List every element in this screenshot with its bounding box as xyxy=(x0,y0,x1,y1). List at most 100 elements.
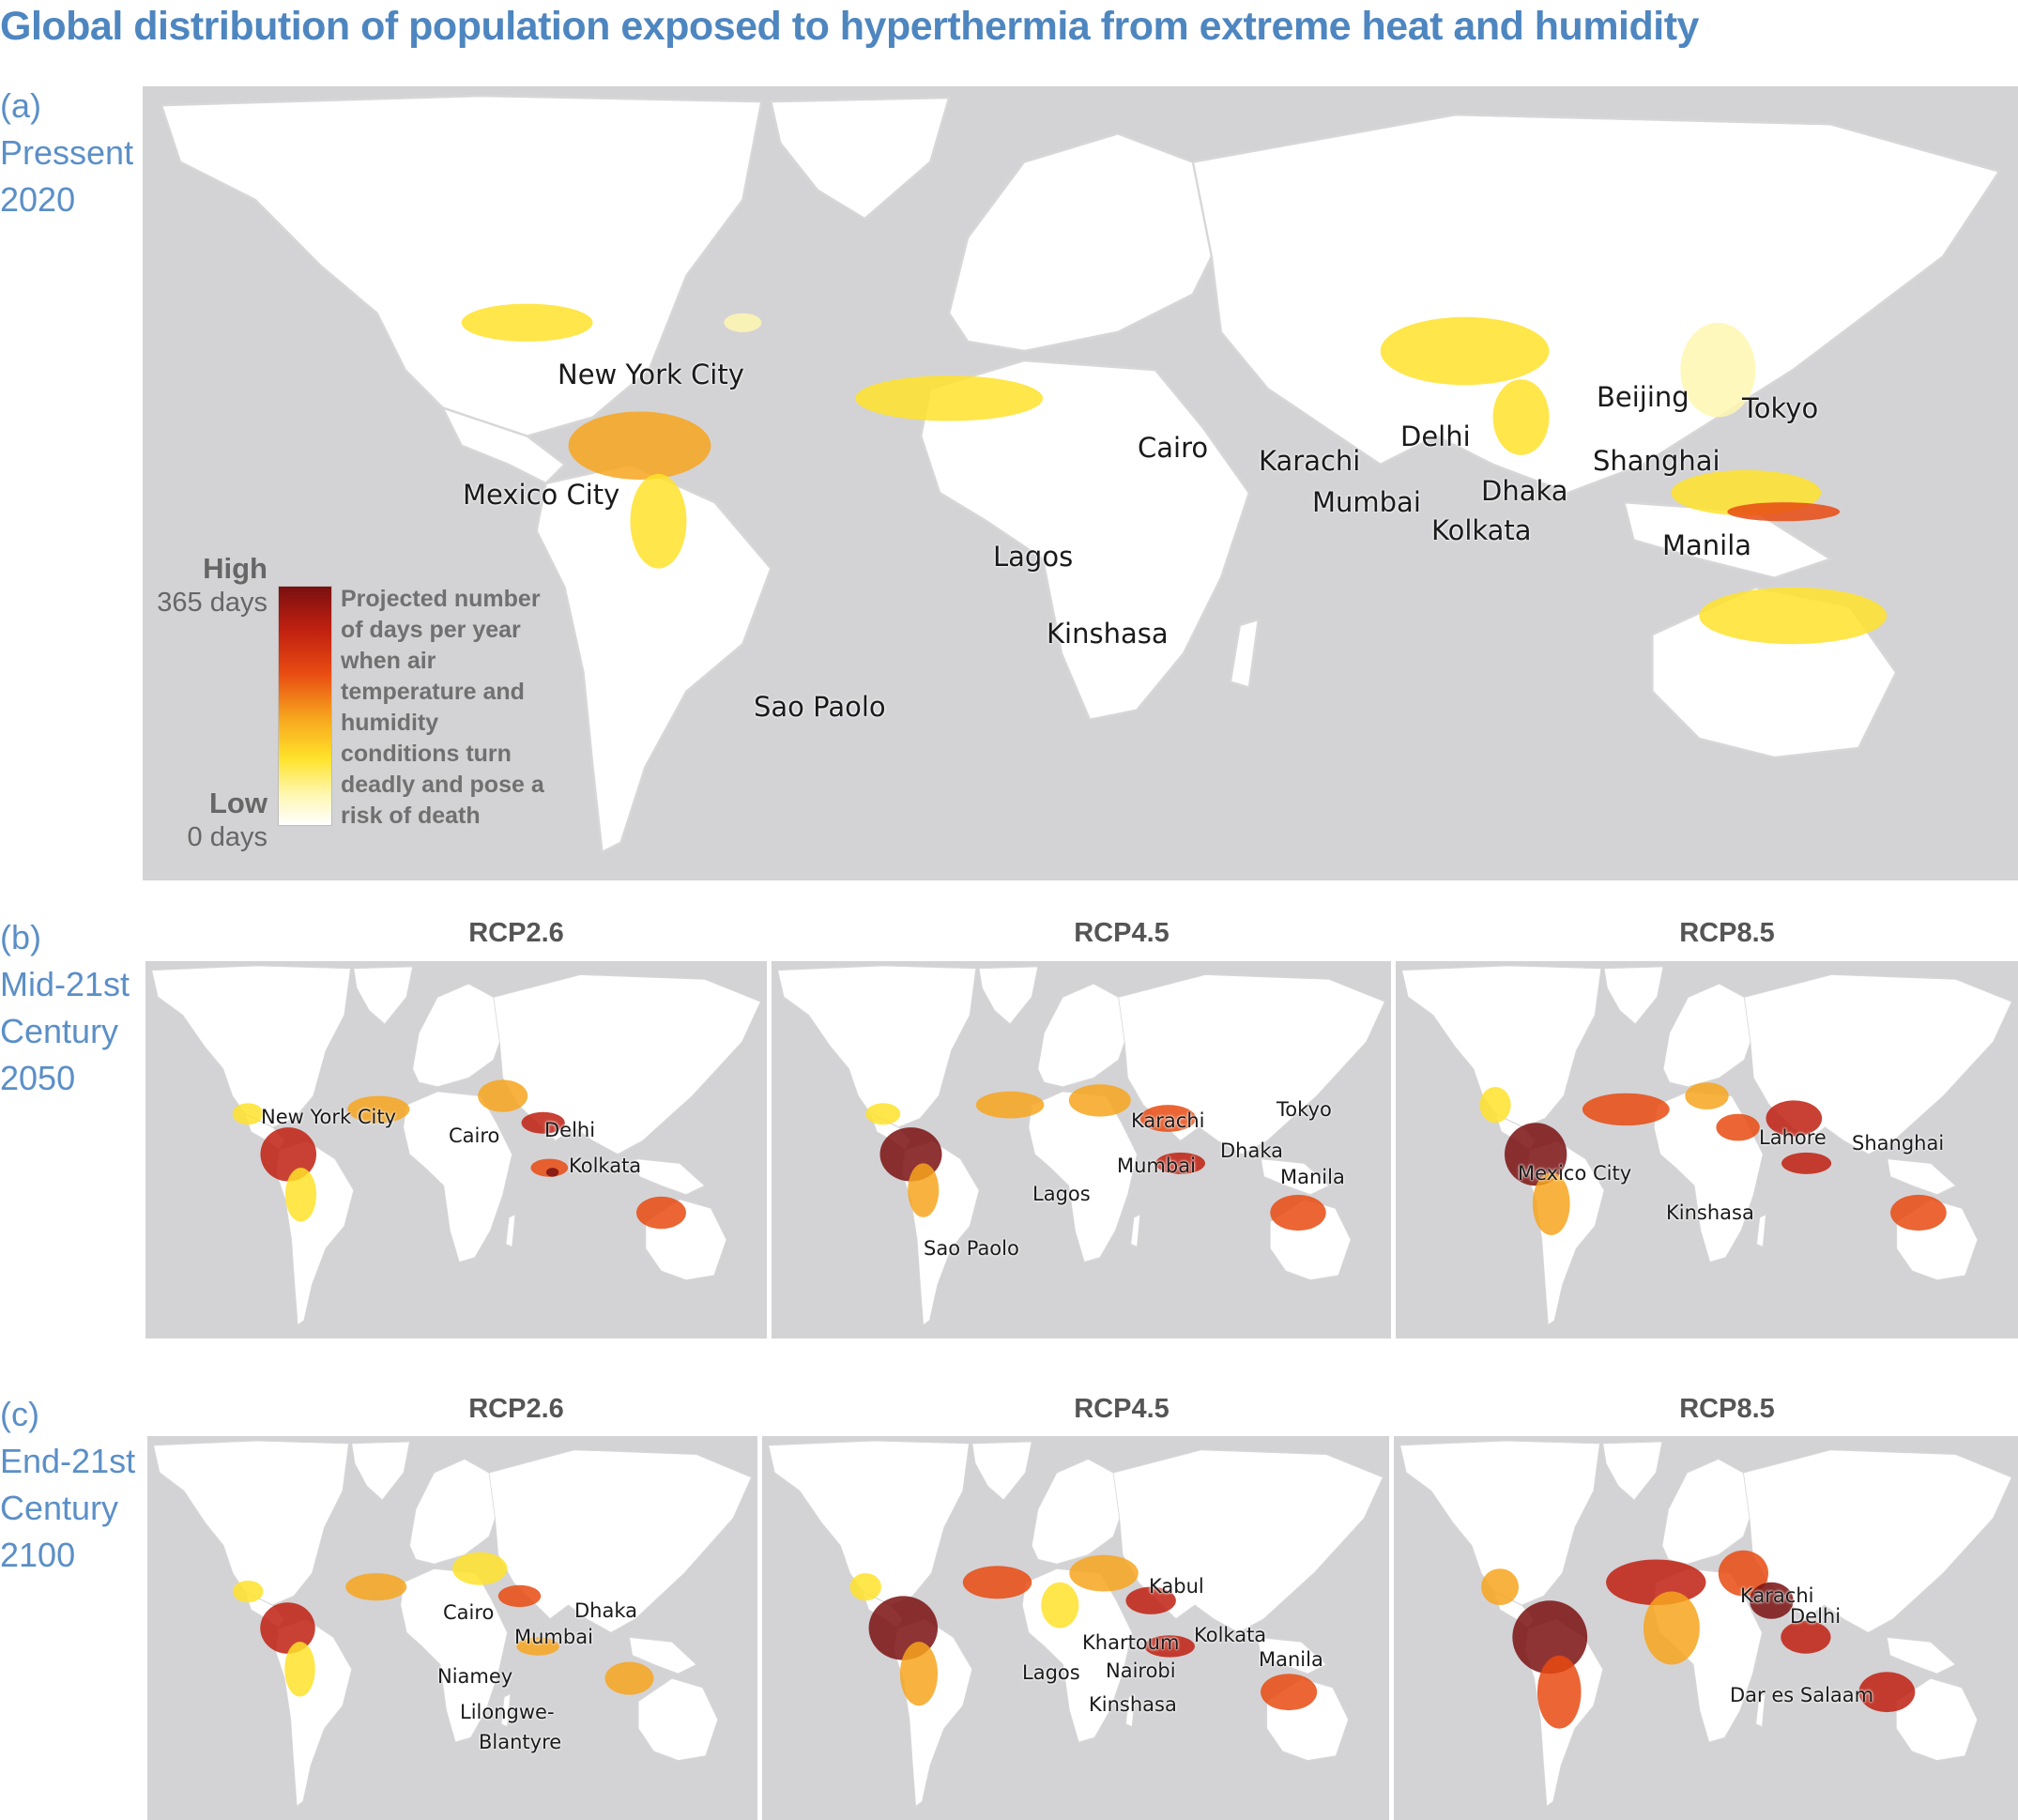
land-se-asia-islands xyxy=(1887,1157,1957,1196)
heat-zone xyxy=(478,1079,528,1112)
heat-zone xyxy=(1858,1672,1916,1713)
land-north-america xyxy=(151,965,351,1128)
city-label: Tokyo xyxy=(1277,1098,1332,1121)
heat-zone xyxy=(1261,1674,1318,1711)
heat-zone xyxy=(1505,1123,1567,1186)
city-label: Sao Paolo xyxy=(924,1237,1019,1260)
city-label: Mumbai xyxy=(1117,1155,1196,1177)
map-panel-c-rcp85 xyxy=(1394,1436,2018,1820)
city-label: Kinshasa xyxy=(1047,618,1169,650)
city-label: Nairobi xyxy=(1106,1659,1176,1682)
land-asia xyxy=(488,1449,753,1633)
land-australia xyxy=(637,1677,719,1762)
world-map-b3 xyxy=(1401,965,2013,1326)
city-label: Kolkata xyxy=(569,1155,642,1177)
land-madagascar xyxy=(1755,1692,1766,1728)
city-label: Shanghai xyxy=(1593,445,1720,477)
land-europe xyxy=(947,132,1223,353)
city-label: New York City xyxy=(558,359,744,390)
map-panel-b-rcp26 xyxy=(145,961,767,1338)
heat-zone xyxy=(865,1103,901,1125)
land-europe xyxy=(1037,983,1128,1088)
city-label: Cairo xyxy=(1138,432,1209,464)
heat-zone xyxy=(1750,1582,1794,1619)
legend-description: Projected number of days per year when a… xyxy=(341,586,544,829)
land-se-asia-islands xyxy=(1260,1157,1330,1196)
heat-zone xyxy=(521,1111,565,1134)
map-panel-b-rcp85 xyxy=(1396,961,2018,1338)
world-map-b1 xyxy=(151,965,762,1326)
row-label-b: (b) Mid-21st Century 2050 xyxy=(0,914,130,1102)
city-label: New York City xyxy=(261,1106,396,1128)
heat-zone xyxy=(1680,322,1756,418)
heat-zone xyxy=(908,1163,940,1217)
city-label: Lahore xyxy=(1759,1126,1827,1149)
heat-zone xyxy=(1139,1105,1197,1132)
city-label: Kinshasa xyxy=(1089,1693,1177,1716)
heat-zone xyxy=(1125,1586,1176,1614)
heat-zone xyxy=(1718,1550,1768,1597)
city-label: Lagos xyxy=(1032,1183,1091,1205)
city-label: Delhi xyxy=(544,1119,596,1141)
heat-zone xyxy=(1766,1100,1823,1137)
land-asia xyxy=(1191,114,2001,495)
heat-zone xyxy=(1716,1113,1760,1141)
heat-zone xyxy=(1643,1591,1700,1665)
city-label: Manila xyxy=(1280,1166,1345,1188)
land-madagascar xyxy=(500,1692,512,1728)
heat-zone xyxy=(284,1168,317,1222)
heat-zone xyxy=(260,1602,315,1654)
scenario-header-b-rcp45: RCP4.5 xyxy=(1074,918,1170,948)
city-label: Manila xyxy=(1259,1648,1323,1671)
city-label: Kabul xyxy=(1149,1575,1204,1598)
row-b-letter: (b) xyxy=(0,918,41,956)
city-label: Mexico City xyxy=(463,479,620,511)
land-greenland xyxy=(1603,966,1664,1025)
city-label: Beijing xyxy=(1597,381,1689,413)
row-c-period-2: Century xyxy=(0,1489,119,1527)
scenario-header-b-rcp85: RCP8.5 xyxy=(1679,918,1775,948)
city-label: Lagos xyxy=(1022,1661,1080,1684)
city-label: Lilongwe- xyxy=(460,1701,555,1723)
heat-zone xyxy=(497,1584,542,1608)
heat-zone xyxy=(1069,1554,1139,1592)
heat-zone xyxy=(1380,316,1550,386)
heat-zone xyxy=(347,1095,410,1124)
heat-zone xyxy=(1781,1152,1832,1174)
heat-zone xyxy=(1532,1171,1570,1235)
map-panel-c-rcp45 xyxy=(762,1436,1389,1820)
land-europe xyxy=(412,983,504,1088)
heat-zone xyxy=(545,1168,559,1177)
heat-zone xyxy=(962,1566,1032,1599)
land-africa xyxy=(919,359,1251,722)
heat-zone xyxy=(1068,1084,1131,1117)
city-label: Delhi xyxy=(1400,421,1471,452)
row-a-letter: (a) xyxy=(0,86,41,125)
city-label: Mumbai xyxy=(514,1626,593,1648)
heat-zone xyxy=(260,1127,317,1182)
land-europe xyxy=(1661,1458,1753,1565)
world-map-b2 xyxy=(777,965,1386,1326)
heat-zone xyxy=(1041,1582,1079,1629)
map-panel-c-rcp26 xyxy=(147,1436,757,1820)
city-label: Niamey xyxy=(437,1665,513,1688)
row-b-period: Mid-21st xyxy=(0,965,130,1003)
heat-zone xyxy=(1727,502,1841,522)
city-label: Karachi xyxy=(1259,445,1361,477)
land-madagascar xyxy=(1124,1692,1136,1728)
land-madagascar xyxy=(1130,1214,1141,1248)
heat-zone xyxy=(1582,1093,1670,1126)
row-c-year: 2100 xyxy=(0,1536,76,1574)
city-label: Karachi xyxy=(1740,1584,1814,1607)
heat-zone xyxy=(1699,587,1888,645)
heat-zone xyxy=(452,1552,508,1585)
city-label: Manila xyxy=(1662,529,1752,561)
legend-low-label: Low xyxy=(209,787,268,819)
land-greenland xyxy=(1602,1441,1663,1501)
land-africa xyxy=(1021,1568,1133,1743)
city-label: Cairo xyxy=(449,1124,500,1147)
city-label: Dhaka xyxy=(1481,475,1568,507)
row-b-year: 2050 xyxy=(0,1059,76,1097)
heat-zone xyxy=(849,1573,881,1601)
land-se-asia-islands xyxy=(635,1157,706,1196)
